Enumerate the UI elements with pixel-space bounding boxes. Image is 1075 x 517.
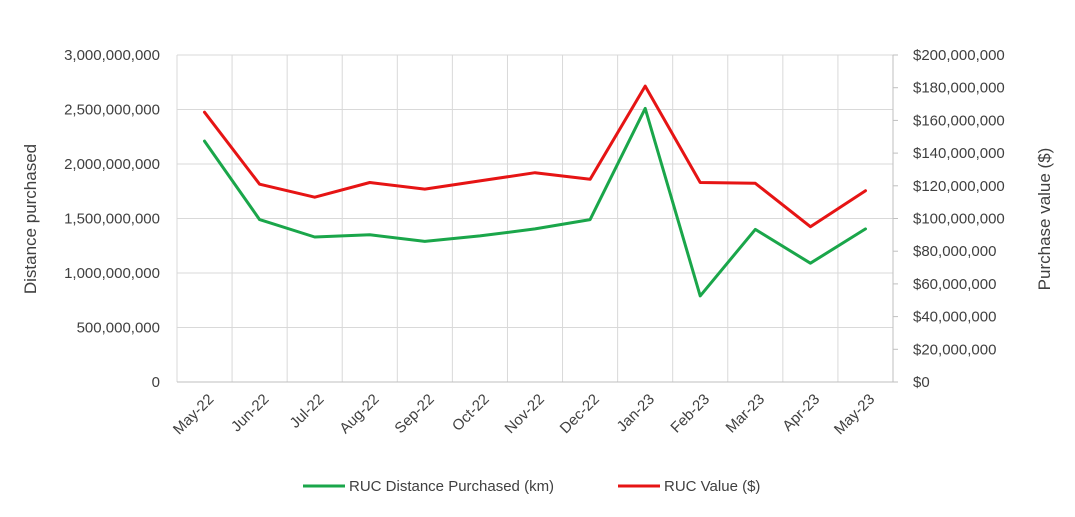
y2-tick-label: $120,000,000: [913, 178, 1005, 195]
left-axis-ticks: 0 500,000,000 1,000,000,000 1,500,000,000 2,…: [64, 47, 160, 391]
y2-tick-label: $180,000,000: [913, 80, 1005, 97]
y-tick-label: 500,000,000: [77, 320, 160, 337]
y-tick-label: 2,500,000,000: [64, 102, 160, 119]
x-axis-ticks: May-22 Jun-22 Jul-22 Aug-22 Sep-22 Oct-22 Nov-…: [170, 391, 878, 438]
y2-axis-title: Purchase value ($): [1035, 148, 1054, 291]
x-tick-label: Aug-22: [336, 391, 382, 437]
y2-tick-label: $60,000,000: [913, 276, 996, 293]
legend-label-value: RUC Value ($): [664, 478, 760, 495]
x-tick-label: May-23: [831, 391, 878, 438]
axes: [177, 54, 898, 383]
x-tick-label: Sep-22: [391, 391, 437, 437]
series-lines: [203, 84, 867, 298]
y2-tick-label: $80,000,000: [913, 243, 996, 260]
x-tick-label: Mar-23: [723, 391, 769, 437]
series-line-distance: [203, 106, 867, 298]
series-line-value: [203, 84, 867, 229]
y-tick-label: 3,000,000,000: [64, 47, 160, 64]
legend: RUC Distance Purchased (km) RUC Value ($…: [303, 478, 760, 495]
y2-tick-label: $200,000,000: [913, 47, 1005, 64]
y2-tick-label: $20,000,000: [913, 341, 996, 358]
y-tick-label: 1,500,000,000: [64, 211, 160, 228]
x-tick-label: Nov-22: [502, 391, 548, 437]
y-axis-title: Distance purchased: [21, 144, 40, 294]
y-tick-label: 0: [152, 374, 160, 391]
x-tick-label: Jan-23: [614, 391, 658, 435]
y2-tick-label: $0: [913, 374, 930, 391]
gridlines: [176, 54, 894, 383]
x-tick-label: Apr-23: [779, 391, 823, 435]
x-tick-label: Dec-22: [557, 391, 603, 437]
y2-tick-label: $140,000,000: [913, 145, 1005, 162]
x-tick-label: Jul-22: [287, 391, 328, 432]
right-axis-ticks: $0 $20,000,000 $40,000,000 $60,000,000 $80,0…: [913, 47, 1005, 391]
y2-tick-label: $40,000,000: [913, 309, 996, 326]
y2-tick-label: $160,000,000: [913, 112, 1005, 129]
x-tick-label: Feb-23: [667, 391, 713, 437]
legend-label-distance: RUC Distance Purchased (km): [349, 478, 554, 495]
y2-tick-label: $100,000,000: [913, 211, 1005, 228]
x-tick-label: Oct-22: [449, 391, 493, 435]
x-tick-label: May-22: [170, 391, 217, 438]
y-tick-label: 2,000,000,000: [64, 156, 160, 173]
x-tick-label: Jun-22: [228, 391, 272, 435]
y-tick-label: 1,000,000,000: [64, 265, 160, 282]
